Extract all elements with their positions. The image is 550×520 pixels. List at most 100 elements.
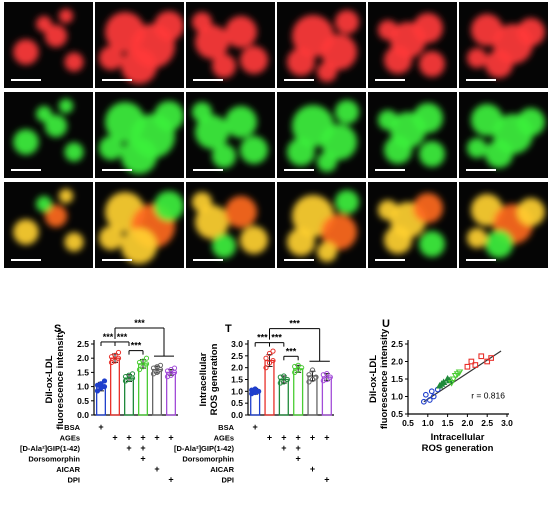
treatment-row-label: [D-Ala²]GIP(1-42): [174, 444, 235, 453]
data-point: [306, 372, 312, 378]
cell-blob: [36, 106, 52, 122]
scale-bar: [102, 79, 132, 81]
data-point: [263, 355, 269, 361]
cell-blob: [384, 136, 412, 164]
scale-bar: [193, 259, 223, 261]
x-tick-label: 3.0: [501, 418, 513, 428]
y-axis-label: fluorescence intensity: [55, 329, 66, 430]
data-point: [313, 374, 319, 380]
y-axis-label: fluorescence intensity: [379, 328, 390, 429]
scatter-point: [488, 355, 495, 361]
treatment-row-label: DPI: [221, 476, 234, 485]
sig-label: ***: [271, 333, 282, 343]
treatment-row-label: DPI: [67, 476, 80, 485]
treatment-mark: +: [296, 433, 301, 443]
data-point: [324, 370, 330, 377]
treatment-mark: +: [126, 443, 131, 453]
y-axis-label: DiI-ox-LDL: [44, 355, 55, 403]
cell-blob: [212, 54, 236, 78]
micrograph-image: [378, 193, 445, 257]
micrograph-panel-b: [95, 2, 184, 88]
micrograph-image: [13, 98, 84, 162]
data-point: [136, 366, 143, 373]
data-point: [112, 358, 118, 364]
y-tick-label: 2.0: [391, 357, 403, 367]
micrograph-image: [378, 13, 445, 77]
scale-bar: [466, 169, 496, 171]
micrograph-panel-l: [459, 92, 548, 178]
y-tick-label: 2.5: [391, 339, 403, 349]
cell-blob: [212, 234, 236, 258]
data-point: [252, 386, 258, 392]
scale-bar: [375, 169, 405, 171]
bar: [124, 377, 134, 416]
treatment-mark: +: [140, 433, 145, 443]
cell-blob: [36, 196, 52, 212]
micrograph-panel-c: [186, 2, 275, 88]
cell-blob: [44, 114, 68, 138]
micrograph-panel-e: [368, 2, 457, 88]
micrograph-image: [192, 192, 268, 258]
cell-blob: [13, 219, 39, 245]
cell-blob: [413, 13, 443, 43]
cell-blob: [212, 144, 236, 168]
treatment-mark: +: [296, 443, 301, 453]
data-point: [143, 355, 150, 361]
micrograph-panel-i: [186, 92, 275, 178]
treatment-mark: +: [281, 443, 286, 453]
scale-bar: [102, 169, 132, 171]
cell-blob: [195, 205, 229, 239]
x-tick-label: 1.0: [422, 418, 434, 428]
cell-blob: [13, 129, 39, 155]
cell-blob: [99, 136, 123, 160]
data-point: [306, 379, 312, 385]
scatter-point: [447, 379, 456, 387]
treatment-mark: +: [324, 433, 329, 443]
scatter-point: [455, 369, 464, 377]
y-tick-label: 2.0: [231, 363, 243, 373]
data-point: [129, 371, 136, 377]
data-point: [299, 365, 305, 371]
cell-blob: [225, 16, 257, 48]
cell-blob: [419, 231, 445, 257]
treatment-mark: +: [168, 433, 173, 443]
treatment-mark: +: [267, 433, 272, 443]
data-point: [115, 349, 122, 356]
cell-blob: [121, 228, 157, 264]
scatter-point: [464, 363, 471, 370]
bar: [293, 368, 304, 416]
cell-blob: [240, 46, 268, 74]
micrograph-image: [378, 103, 445, 167]
cell-blob: [58, 8, 74, 24]
treatment-row-label: AICAR: [210, 465, 234, 474]
cell-blob: [321, 214, 357, 250]
micrograph-image: [467, 14, 545, 78]
data-point: [143, 361, 150, 367]
micrograph-grid: [4, 2, 548, 268]
treatment-mark: +: [310, 464, 315, 474]
scatter-point: [426, 397, 433, 403]
cell-blob: [195, 25, 229, 59]
data-point: [309, 367, 316, 373]
data-point: [295, 367, 301, 373]
treatment-mark: +: [281, 433, 286, 443]
treatment-mark: +: [168, 475, 173, 485]
scatter-point: [430, 393, 437, 400]
cell-blob: [225, 106, 257, 138]
cell-blob: [485, 140, 513, 168]
micrograph-panel-m: [4, 182, 93, 268]
scatter-point: [449, 376, 458, 384]
scale-bar: [11, 79, 41, 81]
y-tick-label: 3.0: [231, 339, 243, 349]
cell-blob: [384, 46, 412, 74]
micrograph-panel-k: [368, 92, 457, 178]
sig-label: ***: [257, 333, 268, 343]
treatment-mark: +: [126, 433, 131, 443]
micrograph-image: [99, 101, 184, 174]
cell-blob: [154, 11, 184, 41]
cell-blob: [517, 108, 545, 136]
treatment-mark: +: [140, 454, 145, 464]
treatment-mark: +: [296, 454, 301, 464]
y-tick-label: 1.5: [231, 375, 243, 385]
micrograph-image: [99, 11, 184, 84]
